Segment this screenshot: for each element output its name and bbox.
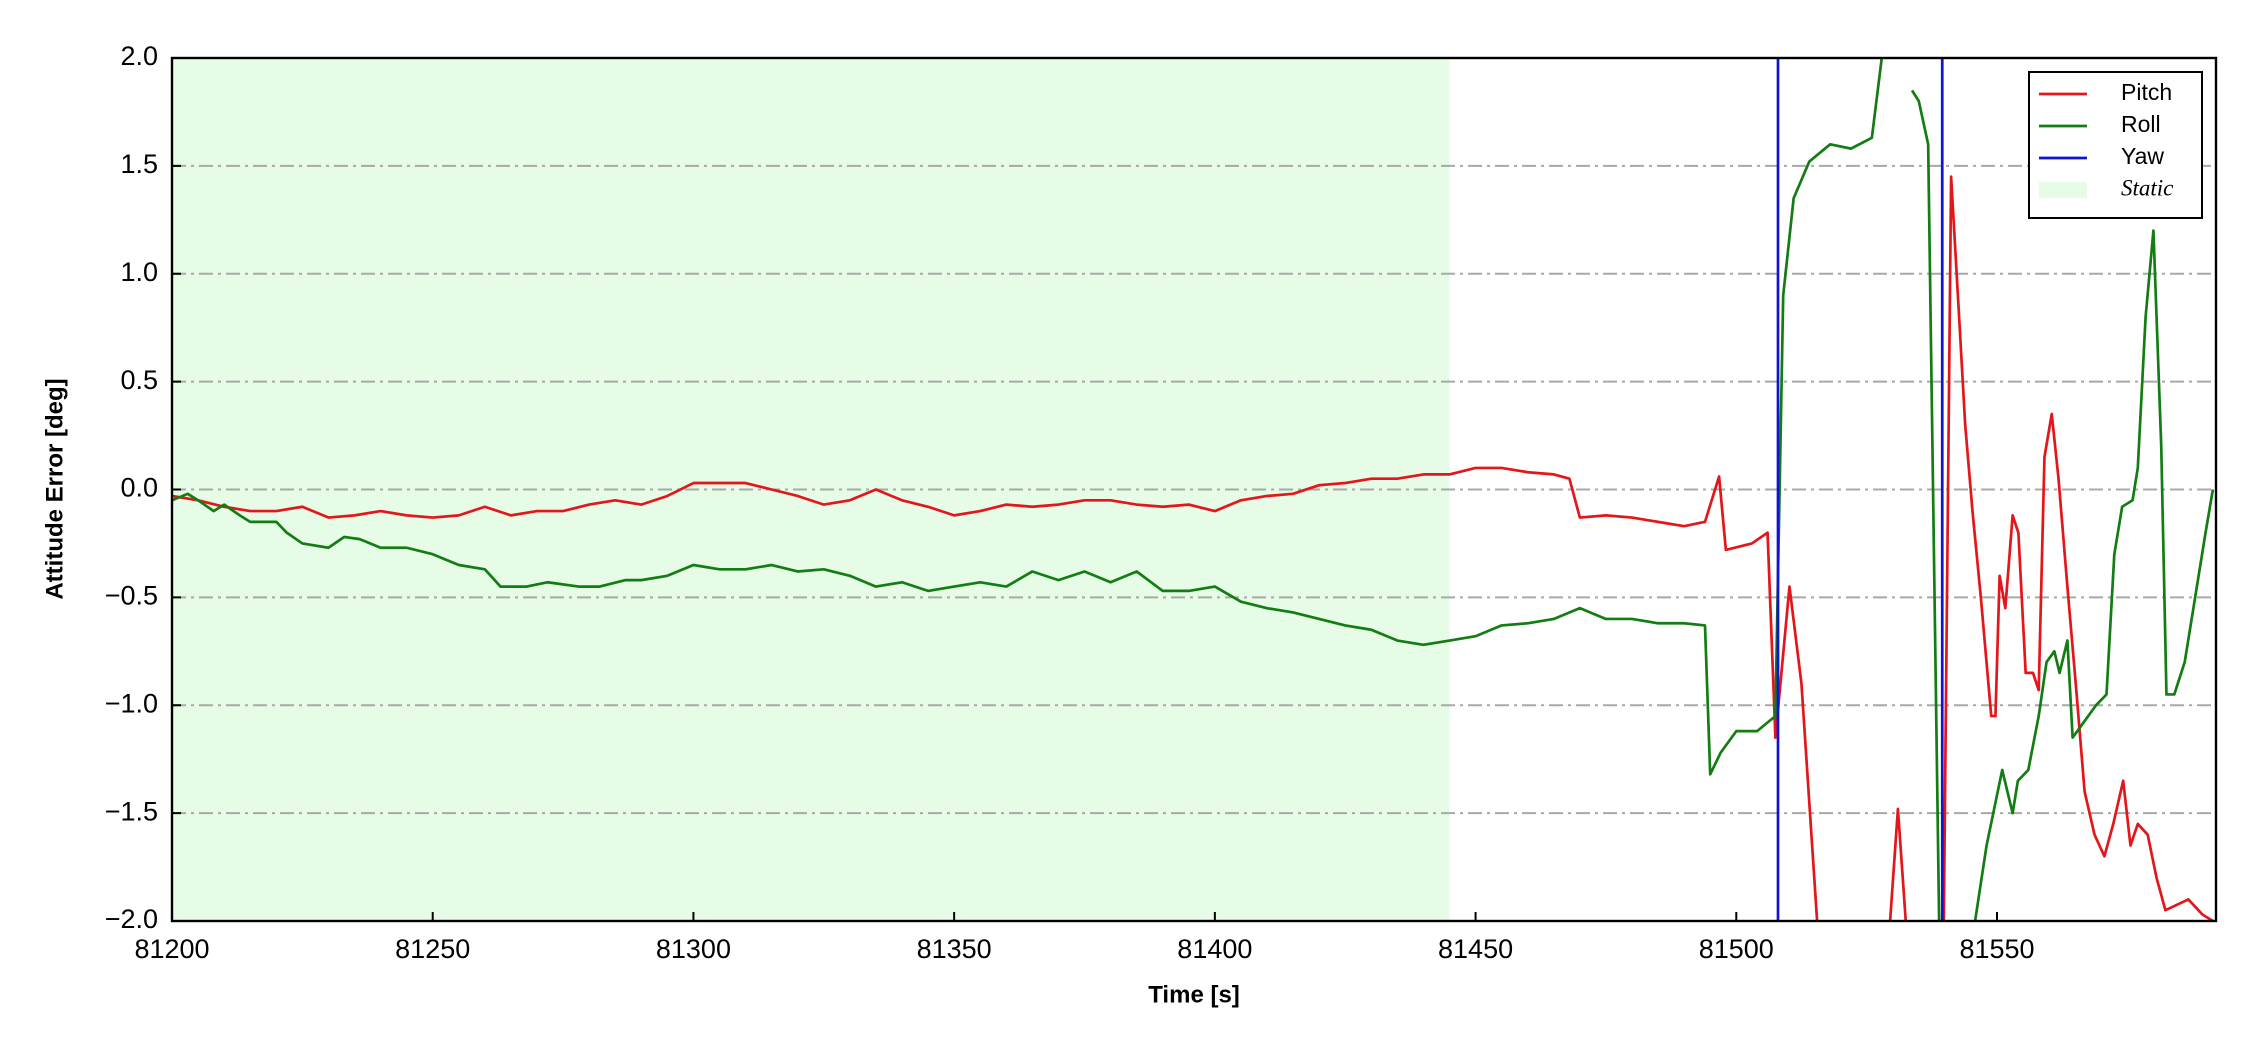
y-axis-label: Attitude Error [deg] bbox=[41, 378, 68, 599]
y-tick-label: −0.5 bbox=[105, 581, 158, 611]
y-tick-label: 1.0 bbox=[120, 257, 158, 287]
y-tick-label: −2.0 bbox=[105, 904, 158, 934]
legend-label: Static bbox=[2121, 175, 2173, 200]
y-tick-label: 2.0 bbox=[120, 41, 158, 71]
x-axis-label: Time [s] bbox=[1148, 981, 1240, 1008]
y-tick-label: 1.5 bbox=[120, 149, 158, 179]
x-tick-label: 81400 bbox=[1177, 934, 1252, 964]
y-tick-label: 0.5 bbox=[120, 365, 158, 395]
legend-label: Yaw bbox=[2121, 143, 2164, 169]
legend-label: Pitch bbox=[2121, 79, 2172, 105]
y-tick-label: −1.5 bbox=[105, 796, 158, 826]
series-line bbox=[1776, 58, 1944, 921]
series-line bbox=[172, 175, 2214, 921]
x-tick-label: 81300 bbox=[656, 934, 731, 964]
legend: Pitch Roll Yaw Static bbox=[2028, 71, 2203, 219]
x-tick-label: 81250 bbox=[395, 934, 470, 964]
x-tick-label: 81450 bbox=[1438, 934, 1513, 964]
x-tick-label: 81500 bbox=[1699, 934, 1774, 964]
legend-swatch bbox=[2039, 182, 2087, 198]
series-line bbox=[172, 58, 2215, 921]
ticks-layer: −2.0 −1.5 −1.0 −0.5 0.0 0.5 1.0 1.5 2.0 81200 8125… bbox=[105, 41, 2035, 964]
x-tick-label: 81350 bbox=[917, 934, 992, 964]
legend-label: Roll bbox=[2121, 111, 2161, 137]
lines-layer bbox=[172, 58, 2215, 921]
x-tick-label: 81550 bbox=[1959, 934, 2034, 964]
y-tick-label: −1.0 bbox=[105, 688, 158, 718]
y-tick-label: 0.0 bbox=[120, 473, 158, 503]
x-tick-label: 81200 bbox=[134, 934, 209, 964]
